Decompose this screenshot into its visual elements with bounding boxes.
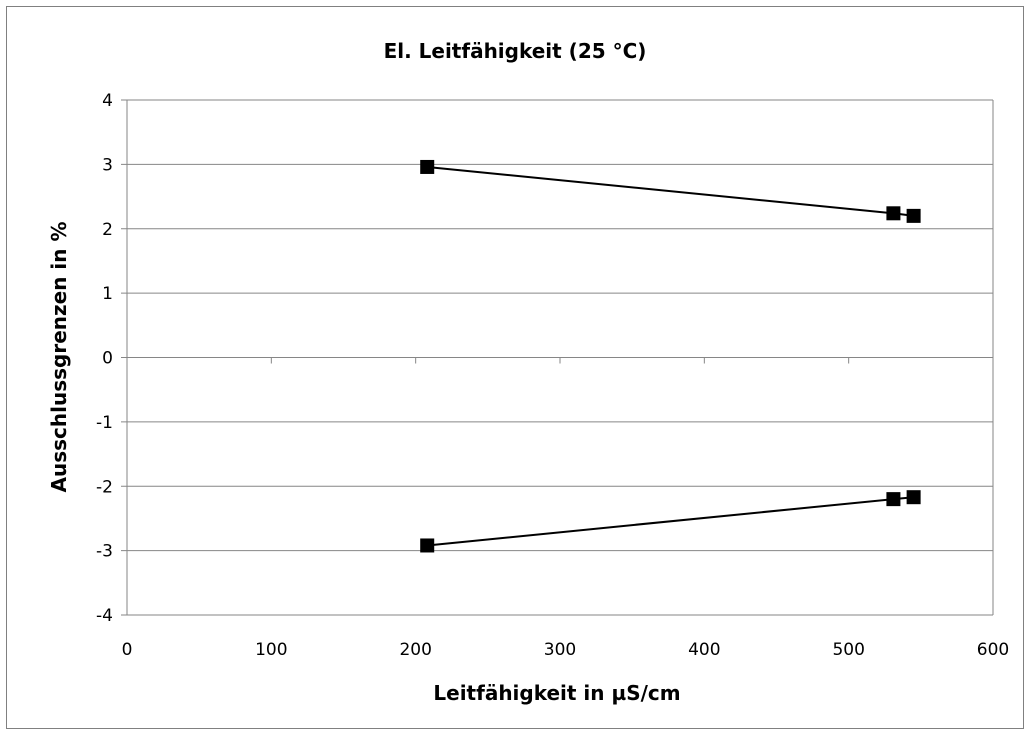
y-tick-label: 4 — [102, 91, 113, 111]
x-tick-label: 400 — [688, 640, 720, 660]
gridlines — [127, 99, 993, 616]
x-tick-label: 600 — [977, 640, 1009, 660]
y-tick-label: -2 — [96, 477, 113, 497]
x-tick-label: 0 — [122, 640, 133, 660]
tick-labels: 4 3 2 1 0 -1 -2 -3 -4 0 100 200 300 400 500 600 — [96, 91, 1009, 660]
data-point-marker — [906, 208, 921, 223]
y-tick-label: -3 — [96, 542, 113, 562]
x-axis-label: Leitfähigkeit in µS/cm — [433, 681, 680, 705]
series-line-1 — [427, 165, 914, 217]
x-tick-label: 300 — [544, 640, 576, 660]
x-tick-label: 500 — [832, 640, 864, 660]
axes — [121, 99, 994, 616]
y-tick-label: -4 — [96, 606, 113, 626]
data-point-marker — [906, 490, 921, 505]
series-line-2 — [427, 496, 914, 547]
y-tick-label: 0 — [102, 349, 113, 369]
y-tick-label: 2 — [102, 220, 113, 240]
data-point-marker — [420, 538, 435, 553]
y-axis-label: Ausschlussgrenzen in % — [47, 221, 71, 492]
series-layer — [420, 159, 921, 553]
data-point-marker — [886, 206, 901, 221]
data-point-marker — [886, 492, 901, 507]
chart-frame — [6, 6, 1024, 729]
y-tick-label: 1 — [102, 284, 113, 304]
y-tick-label: 3 — [102, 155, 113, 175]
data-point-marker — [420, 159, 435, 174]
x-tick-label: 100 — [255, 640, 287, 660]
y-tick-label: -1 — [96, 413, 113, 433]
x-tick-label: 200 — [399, 640, 431, 660]
chart-title: El. Leitfähigkeit (25 °C) — [384, 39, 647, 63]
